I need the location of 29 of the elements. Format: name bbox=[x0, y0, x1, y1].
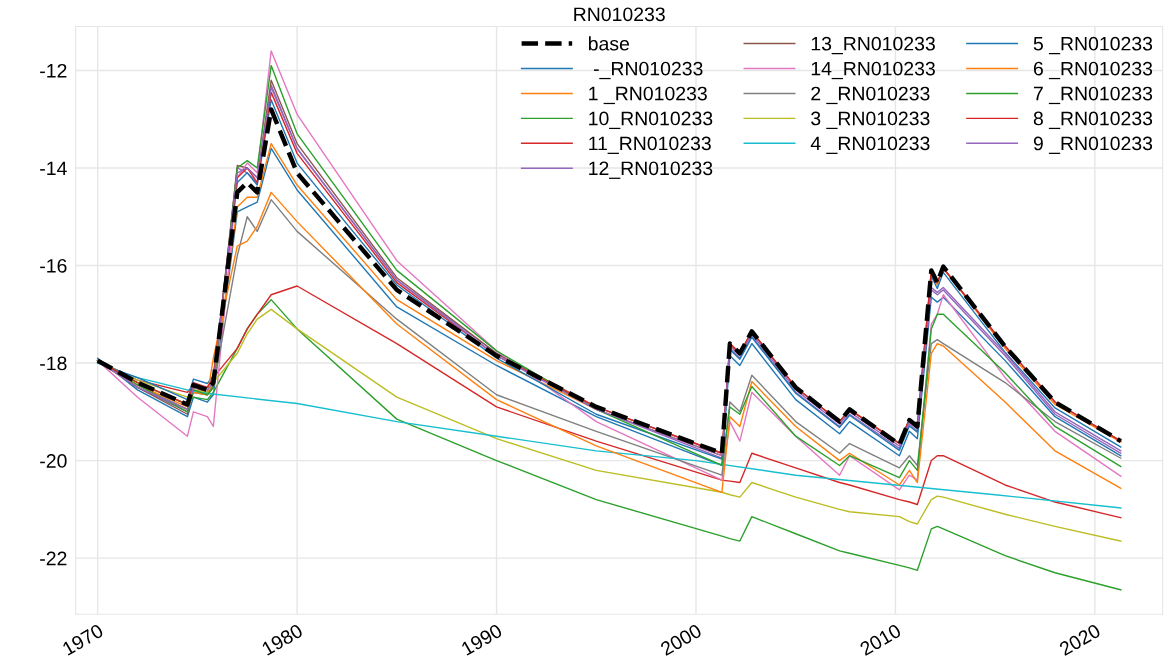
legend-label: 14_RN010233 bbox=[811, 61, 935, 80]
legend-label: 9 _RN010233 bbox=[1033, 136, 1153, 154]
legend-label: 10_RN010233 bbox=[589, 111, 713, 130]
legend-label: 3 _RN010233 bbox=[811, 111, 930, 130]
y-tick-label: -12 bbox=[40, 63, 67, 78]
chart-title: RN010233 bbox=[574, 7, 665, 22]
legend-label: 7 _RN010233 bbox=[1033, 86, 1153, 105]
x-tick-label: 1980 bbox=[261, 623, 304, 656]
y-tick-label: -22 bbox=[40, 551, 67, 566]
legend-label: 2 _RN010233 bbox=[811, 86, 930, 105]
x-tick-label: 2010 bbox=[859, 623, 902, 657]
legend-label: 4 _RN010233 bbox=[810, 136, 930, 154]
y-tick-label: -16 bbox=[40, 258, 67, 273]
legend-label: -_RN010233 bbox=[593, 61, 703, 80]
x-tick-label: 1970 bbox=[61, 623, 105, 656]
y-tick-label: -20 bbox=[40, 454, 67, 468]
y-tick-label: -18 bbox=[40, 356, 67, 371]
legend-label: 5 _RN010233 bbox=[1033, 36, 1153, 55]
legend-label: 13_RN010233 bbox=[811, 36, 935, 55]
legend-label: 11_RN010233 bbox=[589, 136, 711, 154]
legend-label: 6 _RN010233 bbox=[1033, 61, 1153, 80]
x-tick-label: 2020 bbox=[1058, 623, 1102, 657]
x-tick-label: 2000 bbox=[659, 623, 703, 657]
legend-label: 1 _RN010233 bbox=[589, 86, 707, 105]
legend-label: 12_RN010233 bbox=[589, 161, 713, 179]
legend-label: base bbox=[588, 36, 630, 51]
legend-label: 8 _RN010233 bbox=[1033, 111, 1153, 130]
y-tick-label: -14 bbox=[40, 161, 67, 176]
x-tick-label: 1990 bbox=[460, 623, 504, 656]
